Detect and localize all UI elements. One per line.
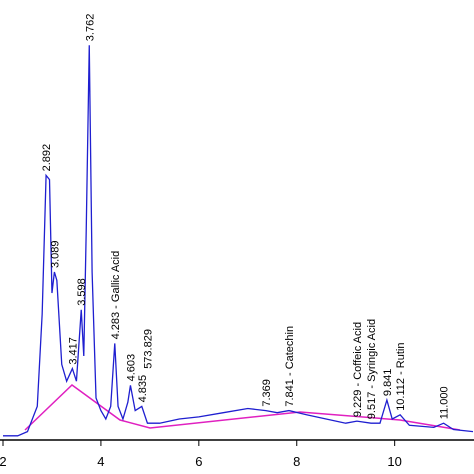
x-tick-label: 10 <box>387 454 401 469</box>
peak-label: 573.829 <box>142 329 154 369</box>
peak-label: 11.000 <box>439 386 451 419</box>
peak-label: 7.369 <box>261 379 273 407</box>
peak-label: 7.841 - Catechin <box>284 326 296 407</box>
peak-label: 9.841 <box>382 369 394 397</box>
peak-label: 3.417 <box>67 337 79 365</box>
peak-label: 4.835 <box>137 375 149 403</box>
peak-label: 10.112 - Rutin <box>395 343 407 411</box>
peak-label: 4.603 <box>125 354 137 382</box>
peak-label: 9.517 - Syringic Acid <box>366 319 378 419</box>
peak-label: 2.892 <box>41 144 53 172</box>
x-tick-label: 4 <box>97 454 104 469</box>
peak-label: 9.229 - Coffeic Acid <box>352 322 364 417</box>
peak-label: 4.283 - Gallic Acid <box>110 251 122 340</box>
x-tick-label: 2 <box>0 454 7 469</box>
peak-label: 3.089 <box>49 240 61 268</box>
chromatogram-line <box>3 45 474 437</box>
peak-label: 3.598 <box>76 278 88 306</box>
integration-baseline <box>24 384 461 431</box>
x-tick-label: 8 <box>293 454 300 469</box>
peak-label: 3.762 <box>84 14 96 42</box>
x-tick-label: 6 <box>195 454 202 469</box>
